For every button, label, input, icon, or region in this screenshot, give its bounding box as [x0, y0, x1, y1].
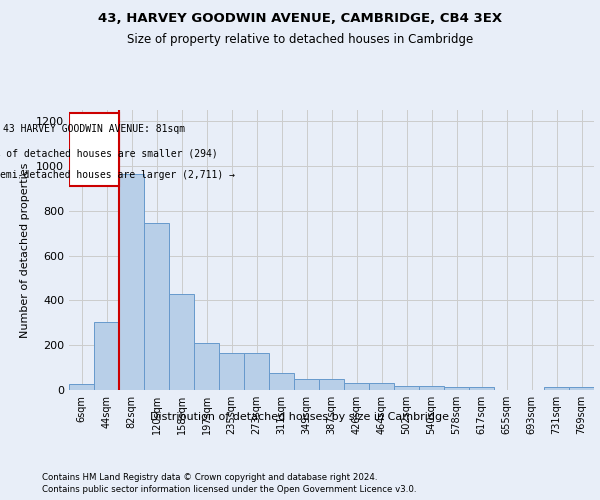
- Bar: [219, 353, 244, 390]
- Bar: [244, 353, 269, 390]
- Bar: [269, 373, 294, 390]
- Bar: [569, 386, 594, 390]
- Bar: [119, 174, 144, 390]
- Bar: [69, 384, 94, 390]
- Y-axis label: Number of detached properties: Number of detached properties: [20, 162, 31, 338]
- Bar: [294, 379, 319, 390]
- Bar: [544, 388, 569, 390]
- Text: Distribution of detached houses by size in Cambridge: Distribution of detached houses by size …: [151, 412, 449, 422]
- Bar: [344, 384, 369, 390]
- Bar: [469, 386, 494, 390]
- Text: Contains HM Land Registry data © Crown copyright and database right 2024.: Contains HM Land Registry data © Crown c…: [42, 472, 377, 482]
- FancyBboxPatch shape: [69, 113, 119, 186]
- Text: Contains public sector information licensed under the Open Government Licence v3: Contains public sector information licen…: [42, 485, 416, 494]
- Text: ← 10% of detached houses are smaller (294): ← 10% of detached houses are smaller (29…: [0, 148, 217, 158]
- Text: 90% of semi-detached houses are larger (2,711) →: 90% of semi-detached houses are larger (…: [0, 170, 235, 180]
- Bar: [194, 343, 219, 390]
- Text: 43, HARVEY GOODWIN AVENUE, CAMBRIDGE, CB4 3EX: 43, HARVEY GOODWIN AVENUE, CAMBRIDGE, CB…: [98, 12, 502, 26]
- Bar: [144, 223, 169, 390]
- Bar: [319, 379, 344, 390]
- Text: Size of property relative to detached houses in Cambridge: Size of property relative to detached ho…: [127, 32, 473, 46]
- Bar: [369, 384, 394, 390]
- Bar: [169, 294, 194, 390]
- Bar: [394, 386, 419, 390]
- Text: 43 HARVEY GOODWIN AVENUE: 81sqm: 43 HARVEY GOODWIN AVENUE: 81sqm: [3, 124, 185, 134]
- Bar: [419, 386, 444, 390]
- Bar: [94, 322, 119, 390]
- Bar: [444, 386, 469, 390]
